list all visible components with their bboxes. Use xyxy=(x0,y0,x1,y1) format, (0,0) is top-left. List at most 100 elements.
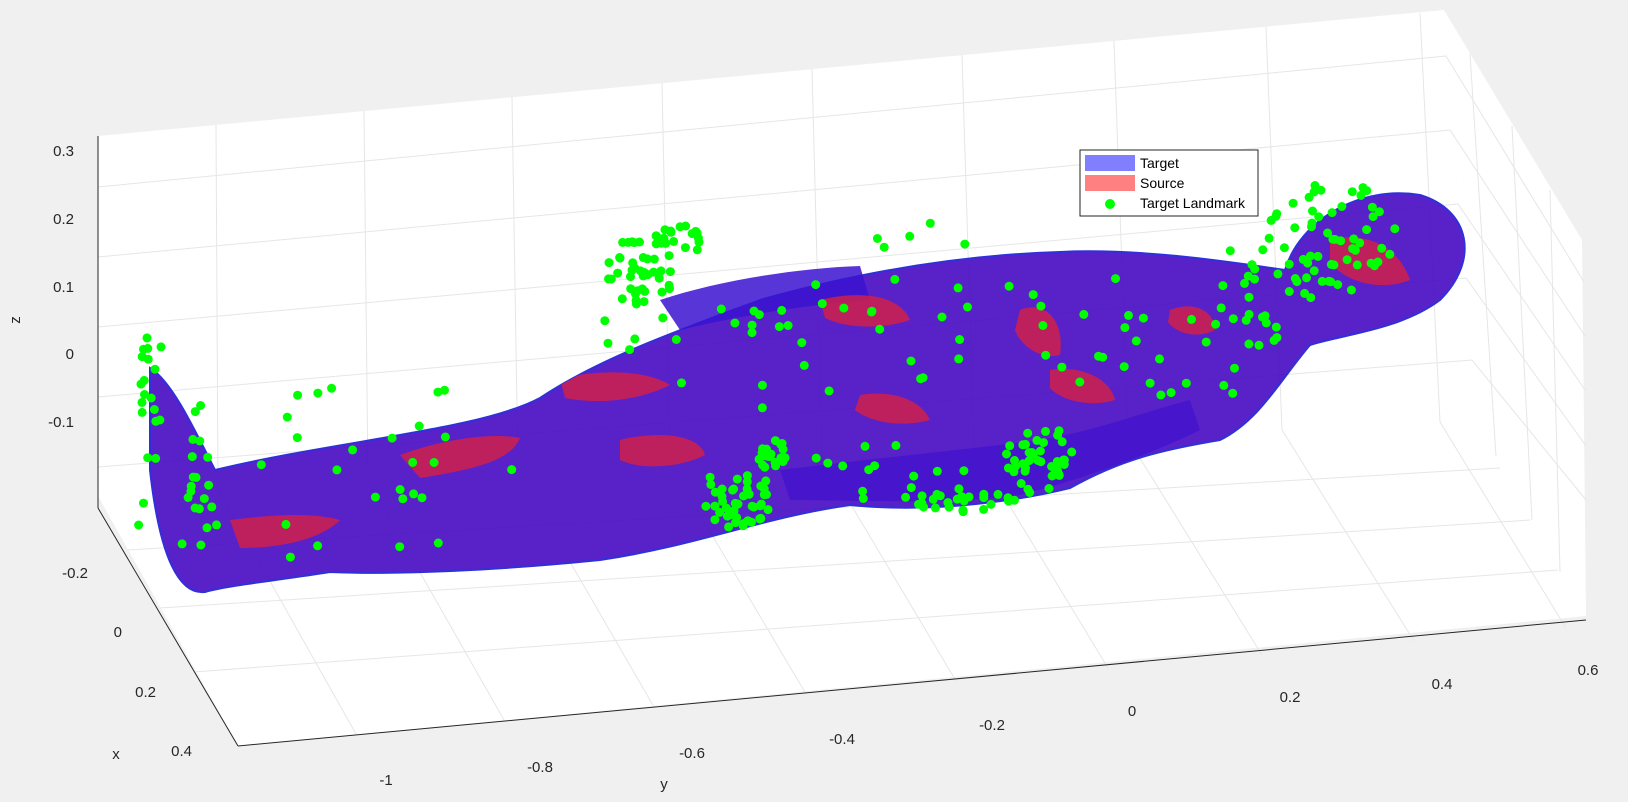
target-landmark-point xyxy=(879,242,889,252)
target-landmark-point xyxy=(1211,319,1221,329)
target-landmark-point xyxy=(196,540,206,550)
target-landmark-point xyxy=(370,492,380,502)
target-landmark-point xyxy=(739,519,748,529)
target-landmark-point xyxy=(1368,212,1378,222)
target-landmark-point xyxy=(600,316,610,326)
target-landmark-point xyxy=(1225,246,1235,256)
target-landmark-point xyxy=(1002,449,1011,459)
target-landmark-point xyxy=(658,313,668,323)
target-landmark-point xyxy=(756,499,766,509)
target-landmark-point xyxy=(838,461,848,471)
target-landmark-point xyxy=(755,514,765,524)
target-landmark-point xyxy=(671,335,681,344)
grid-line-z xyxy=(97,203,1586,391)
z-tick-labels: 0.3 0.2 0.1 0 -0.1 xyxy=(48,143,74,431)
grid-line-y xyxy=(363,110,369,482)
target-landmark-point xyxy=(715,507,725,517)
target-landmark-point xyxy=(811,280,821,290)
target-landmark-point xyxy=(204,480,214,490)
target-landmark-point xyxy=(1057,437,1067,447)
target-landmark-point xyxy=(742,471,752,481)
target-landmark-point xyxy=(1323,228,1333,238)
target-landmark-point xyxy=(1024,448,1034,457)
grid-line-y xyxy=(1281,429,1415,642)
target-landmark-point xyxy=(633,286,643,296)
target-landmark-point xyxy=(839,303,849,313)
target-landmark-point xyxy=(1005,441,1015,451)
target-landmark-point xyxy=(675,222,685,232)
legend-label-source: Source xyxy=(1140,175,1185,191)
x-axis-label: x xyxy=(112,746,120,763)
y-axis-label: y xyxy=(660,776,668,793)
source-patch xyxy=(820,295,910,327)
target-landmark-point xyxy=(730,318,740,328)
target-landmark-point xyxy=(151,416,161,426)
target-landmark-point xyxy=(1020,466,1030,476)
x-axis-line xyxy=(97,507,239,747)
source-patch xyxy=(1050,368,1115,404)
target-landmark-point xyxy=(651,231,661,241)
landmark-group xyxy=(134,181,1400,562)
target-landmark-point xyxy=(749,502,759,512)
target-landmark-point xyxy=(691,226,701,236)
x-tick-label: 0 xyxy=(114,624,122,641)
target-landmark-point xyxy=(1218,281,1228,291)
target-landmark-point xyxy=(716,304,726,314)
z-tick-label: 0 xyxy=(66,346,74,363)
x-tick-labels: -0.2 0 0.2 0.4 xyxy=(62,565,192,760)
target-landmark-point xyxy=(776,439,786,449)
target-landmark-point xyxy=(858,494,868,503)
target-landmark-point xyxy=(732,474,742,484)
target-landmark-point xyxy=(1216,303,1226,313)
grid-line-x xyxy=(159,519,1531,609)
target-landmark-point xyxy=(395,542,405,552)
target-landmark-point xyxy=(1304,192,1314,202)
target-landmark-point xyxy=(196,401,206,410)
target-landmark-point xyxy=(183,493,193,502)
target-landmark-point xyxy=(395,485,405,494)
target-landmark-point xyxy=(823,458,833,468)
target-landmark-point xyxy=(1348,244,1358,254)
target-landmark-point xyxy=(1317,276,1327,286)
z-axis-label: z xyxy=(7,316,24,324)
target-landmark-point xyxy=(292,433,302,443)
grid-line-z xyxy=(97,277,1587,447)
target-landmark-point xyxy=(631,299,641,309)
target-landmark-point xyxy=(606,274,616,284)
target-landmark-point xyxy=(139,375,149,385)
target-landmark-point xyxy=(134,520,144,530)
target-landmark-point xyxy=(824,386,834,396)
target-landmark-point xyxy=(151,453,161,463)
target-landmark-point xyxy=(507,465,517,475)
target-landmark-point xyxy=(1124,310,1133,320)
target-landmark-point xyxy=(625,345,635,355)
target-landmark-point xyxy=(1003,463,1013,473)
target-landmark-point xyxy=(256,460,266,470)
target-landmark-point xyxy=(1028,290,1038,300)
target-landmark-point xyxy=(959,496,969,506)
target-landmark-point xyxy=(917,491,927,501)
target-landmark-point xyxy=(777,305,787,315)
grid-line-x xyxy=(193,569,1559,673)
target-landmark-point xyxy=(730,498,740,508)
target-landmark-point xyxy=(943,498,953,507)
target-landmark-point xyxy=(1326,277,1336,287)
target-landmark-point xyxy=(618,237,628,247)
target-landmark-point xyxy=(1342,255,1352,265)
grid-line-y xyxy=(1127,438,1263,656)
target-landmark-point xyxy=(731,518,741,528)
legend-swatch-target xyxy=(1085,155,1135,171)
target-landmark-point xyxy=(617,294,627,304)
target-surface xyxy=(149,192,1466,594)
y-tick-label: -0.2 xyxy=(979,717,1005,734)
legend[interactable]: Target Source Target Landmark xyxy=(1079,149,1259,217)
target-landmark-point xyxy=(188,434,198,444)
target-landmark-point xyxy=(1038,321,1048,330)
target-landmark-point xyxy=(629,238,639,248)
target-landmark-point xyxy=(1346,285,1356,295)
target-landmark-point xyxy=(658,235,668,245)
target-landmark-point xyxy=(1374,207,1384,217)
target-landmark-point xyxy=(1036,457,1046,467)
target-landmark-point xyxy=(194,504,204,514)
target-landmark-point xyxy=(958,505,968,515)
